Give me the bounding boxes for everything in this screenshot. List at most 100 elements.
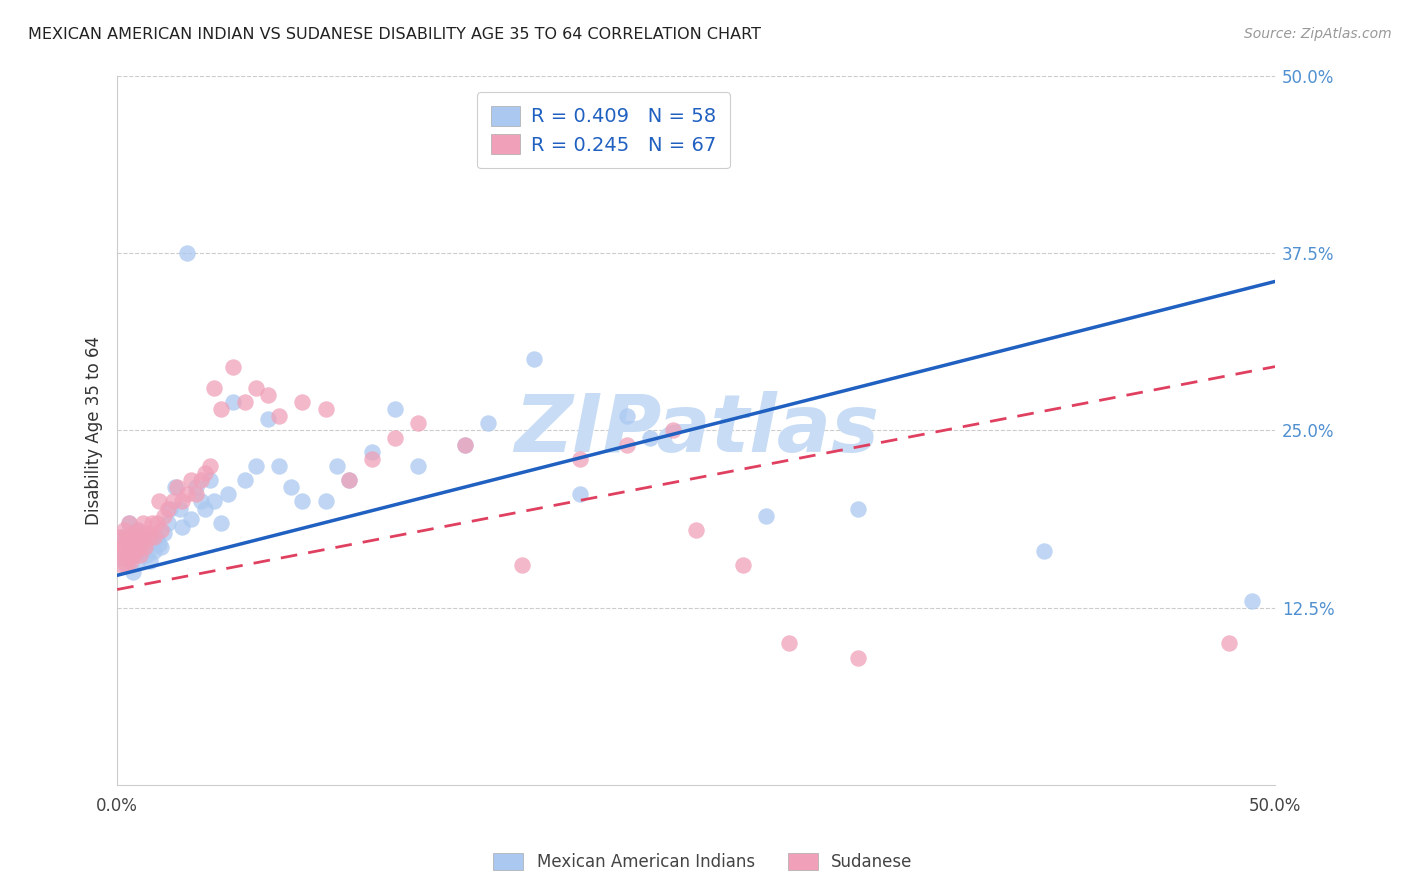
Point bbox=[384, 402, 406, 417]
Point bbox=[406, 458, 429, 473]
Point bbox=[198, 458, 221, 473]
Point bbox=[118, 551, 141, 566]
Point bbox=[184, 480, 207, 494]
Point bbox=[453, 438, 475, 452]
Point bbox=[198, 473, 221, 487]
Point bbox=[112, 523, 135, 537]
Y-axis label: Disability Age 35 to 64: Disability Age 35 to 64 bbox=[86, 336, 103, 525]
Point bbox=[190, 494, 212, 508]
Point bbox=[108, 530, 131, 544]
Point bbox=[127, 554, 149, 568]
Point bbox=[616, 409, 638, 424]
Point bbox=[217, 487, 239, 501]
Point bbox=[569, 487, 592, 501]
Point bbox=[256, 388, 278, 402]
Point bbox=[222, 395, 245, 409]
Point bbox=[111, 540, 134, 554]
Point bbox=[406, 417, 429, 431]
Point bbox=[108, 544, 131, 558]
Point bbox=[209, 516, 232, 530]
Point bbox=[170, 520, 193, 534]
Point bbox=[141, 534, 163, 549]
Point bbox=[180, 511, 202, 525]
Point bbox=[112, 551, 135, 566]
Point bbox=[118, 516, 141, 530]
Point bbox=[127, 540, 149, 554]
Point bbox=[145, 516, 167, 530]
Point bbox=[150, 523, 173, 537]
Point bbox=[222, 359, 245, 374]
Point bbox=[112, 537, 135, 551]
Point bbox=[361, 451, 384, 466]
Point bbox=[176, 487, 198, 501]
Point bbox=[326, 458, 349, 473]
Point bbox=[176, 246, 198, 260]
Point bbox=[129, 530, 152, 544]
Point bbox=[112, 551, 135, 566]
Point bbox=[194, 466, 217, 480]
Point bbox=[256, 412, 278, 426]
Point bbox=[291, 395, 314, 409]
Point bbox=[122, 549, 145, 563]
Point bbox=[131, 540, 153, 554]
Point bbox=[337, 473, 360, 487]
Point bbox=[125, 544, 148, 558]
Point bbox=[384, 431, 406, 445]
Point bbox=[115, 558, 138, 573]
Point bbox=[120, 540, 142, 554]
Point bbox=[269, 458, 291, 473]
Point bbox=[233, 395, 256, 409]
Point bbox=[245, 381, 267, 395]
Point bbox=[141, 516, 163, 530]
Point bbox=[143, 530, 166, 544]
Point bbox=[685, 523, 707, 537]
Point bbox=[157, 501, 180, 516]
Point bbox=[159, 501, 181, 516]
Point bbox=[233, 473, 256, 487]
Text: MEXICAN AMERICAN INDIAN VS SUDANESE DISABILITY AGE 35 TO 64 CORRELATION CHART: MEXICAN AMERICAN INDIAN VS SUDANESE DISA… bbox=[28, 27, 761, 42]
Point bbox=[138, 530, 160, 544]
Point bbox=[157, 516, 180, 530]
Point bbox=[127, 523, 149, 537]
Point bbox=[138, 554, 160, 568]
Point bbox=[194, 501, 217, 516]
Point bbox=[755, 508, 778, 523]
Point bbox=[148, 494, 170, 508]
Point bbox=[184, 487, 207, 501]
Point bbox=[134, 530, 156, 544]
Point bbox=[166, 480, 188, 494]
Point bbox=[361, 444, 384, 458]
Point bbox=[129, 544, 152, 558]
Point bbox=[122, 530, 145, 544]
Point bbox=[204, 381, 226, 395]
Point bbox=[150, 540, 173, 554]
Point bbox=[131, 537, 153, 551]
Point bbox=[1218, 636, 1240, 650]
Legend: Mexican American Indians, Sudanese: Mexican American Indians, Sudanese bbox=[485, 845, 921, 880]
Point bbox=[512, 558, 534, 573]
Point bbox=[148, 537, 170, 551]
Point bbox=[115, 530, 138, 544]
Point bbox=[129, 549, 152, 563]
Point bbox=[1032, 544, 1054, 558]
Point bbox=[315, 402, 337, 417]
Point bbox=[118, 537, 141, 551]
Point bbox=[111, 530, 134, 544]
Text: ZIPatlas: ZIPatlas bbox=[513, 392, 879, 469]
Point bbox=[125, 525, 148, 540]
Point bbox=[204, 494, 226, 508]
Point bbox=[136, 525, 159, 540]
Point bbox=[118, 537, 141, 551]
Point bbox=[118, 516, 141, 530]
Point bbox=[337, 473, 360, 487]
Point bbox=[152, 508, 174, 523]
Point bbox=[846, 501, 869, 516]
Point bbox=[122, 566, 145, 580]
Point bbox=[169, 501, 191, 516]
Point bbox=[638, 431, 661, 445]
Point bbox=[111, 558, 134, 573]
Point bbox=[523, 352, 546, 367]
Point bbox=[778, 636, 800, 650]
Point bbox=[120, 554, 142, 568]
Point bbox=[190, 473, 212, 487]
